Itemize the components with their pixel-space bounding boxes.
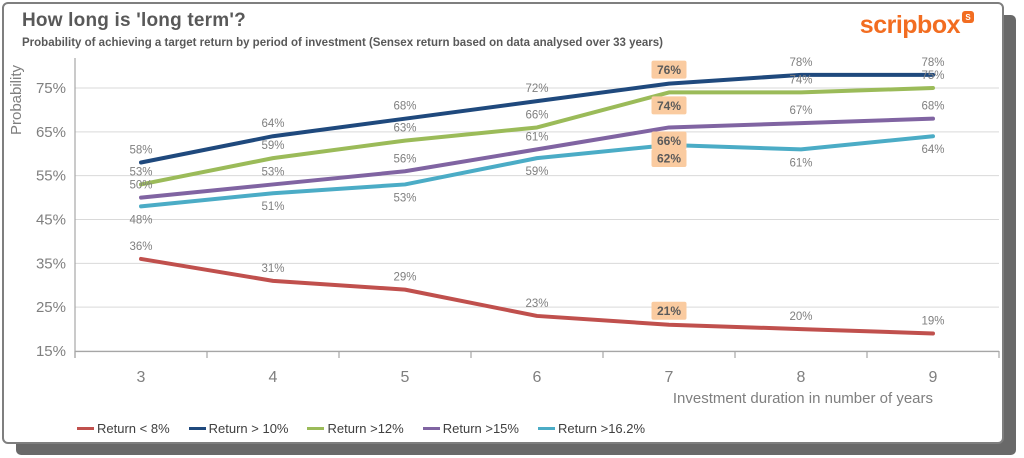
highlight-label-box xyxy=(651,148,687,167)
legend-dash-icon xyxy=(422,426,440,431)
y-tick-label: 45% xyxy=(36,212,66,229)
x-tick-label: 9 xyxy=(929,369,938,386)
y-tick-label: 35% xyxy=(36,255,66,272)
legend-item: Return < 8% xyxy=(77,421,170,436)
highlight-label-box xyxy=(651,96,687,115)
scripbox-logo: scripbox S xyxy=(859,11,974,39)
legend-dash-icon xyxy=(77,426,94,431)
chart-title: How long is 'long term'? xyxy=(22,10,246,31)
data-label: 19% xyxy=(921,315,944,327)
data-label: 59% xyxy=(525,166,548,178)
legend-dash-icon xyxy=(537,426,555,431)
legend-label: Return >15% xyxy=(442,421,519,436)
data-label: 63% xyxy=(393,123,416,135)
data-label: 68% xyxy=(921,101,944,113)
legend-item: Return >12% xyxy=(307,421,404,436)
data-label: 53% xyxy=(129,166,152,178)
data-label: 72% xyxy=(525,83,548,95)
x-axis-title: Investment duration in number of years xyxy=(673,390,933,407)
data-label: 51% xyxy=(261,201,284,213)
data-label: 58% xyxy=(129,145,152,157)
legend-item: Return > 10% xyxy=(188,421,289,436)
legend-label: Return > 10% xyxy=(208,421,289,436)
chart-card: How long is 'long term'? Probability of … xyxy=(2,2,1004,444)
scripbox-logo-text: scripbox xyxy=(859,11,961,39)
data-label: 36% xyxy=(129,241,152,253)
x-tick-label: 6 xyxy=(533,369,542,386)
legend-dash-icon xyxy=(307,426,325,431)
data-label: 61% xyxy=(789,157,812,169)
data-label-highlighted: 76% xyxy=(657,63,681,77)
data-label: 31% xyxy=(261,263,284,275)
scripbox-logo-mark-icon: S xyxy=(962,11,974,23)
series-line xyxy=(139,86,935,187)
data-label: 56% xyxy=(393,153,416,165)
legend-dash-icon xyxy=(188,426,206,431)
chart-legend: Return < 8% Return > 10% Return >12% Return… xyxy=(77,421,664,436)
data-label: 20% xyxy=(789,311,812,323)
series-line xyxy=(139,134,935,209)
data-label: 64% xyxy=(261,118,284,130)
data-label: 68% xyxy=(393,101,416,113)
data-label: 53% xyxy=(261,166,284,178)
data-label: 29% xyxy=(393,272,416,284)
y-tick-label: 65% xyxy=(36,124,66,141)
highlight-label-box xyxy=(651,301,687,320)
legend-label: Return < 8% xyxy=(97,421,170,436)
data-label-highlighted: 21% xyxy=(657,304,681,318)
x-tick-label: 8 xyxy=(797,369,806,386)
y-tick-label: 75% xyxy=(36,80,66,97)
series-line xyxy=(139,256,935,336)
data-label: 53% xyxy=(393,192,416,204)
data-label-highlighted: 62% xyxy=(657,151,681,165)
data-label: 64% xyxy=(921,144,944,156)
line-chart: 15% 25% 35% 45% 55% 65% 75% 3 4 5 6 7 8 9 Investment d… xyxy=(8,57,1000,407)
data-label: 61% xyxy=(525,131,548,143)
x-tick-label: 7 xyxy=(665,369,674,386)
data-label: 78% xyxy=(921,57,944,69)
y-tick-label: 55% xyxy=(36,168,66,185)
chart-card-inner: How long is 'long term'? Probability of … xyxy=(4,4,1002,442)
data-label: 59% xyxy=(261,140,284,152)
highlight-label-box xyxy=(651,60,687,79)
y-tick-label: 25% xyxy=(36,299,66,316)
data-label: 74% xyxy=(789,74,812,86)
legend-item: Return >16.2% xyxy=(537,421,646,436)
data-label: 23% xyxy=(525,298,548,310)
series-line xyxy=(139,116,935,200)
chart-subtitle: Probability of achieving a target return… xyxy=(22,37,663,49)
x-tick-label: 5 xyxy=(401,369,410,386)
data-label: 75% xyxy=(921,70,944,82)
series-line xyxy=(139,72,935,165)
x-tick-label: 3 xyxy=(137,369,146,386)
legend-item: Return >15% xyxy=(422,421,519,436)
data-label: 67% xyxy=(789,105,812,117)
data-label: 50% xyxy=(129,180,152,192)
data-label-highlighted: 66% xyxy=(657,134,681,148)
data-label: 66% xyxy=(525,109,548,121)
legend-label: Return >12% xyxy=(327,421,404,436)
highlight-label-box xyxy=(651,131,687,150)
y-axis-title: Probability xyxy=(8,64,25,135)
legend-label: Return >16.2% xyxy=(557,421,646,436)
data-label: 78% xyxy=(789,57,812,69)
x-tick-label: 4 xyxy=(269,369,278,386)
data-label: 48% xyxy=(129,214,152,226)
data-label-highlighted: 74% xyxy=(657,99,681,113)
y-tick-label: 15% xyxy=(36,343,66,360)
